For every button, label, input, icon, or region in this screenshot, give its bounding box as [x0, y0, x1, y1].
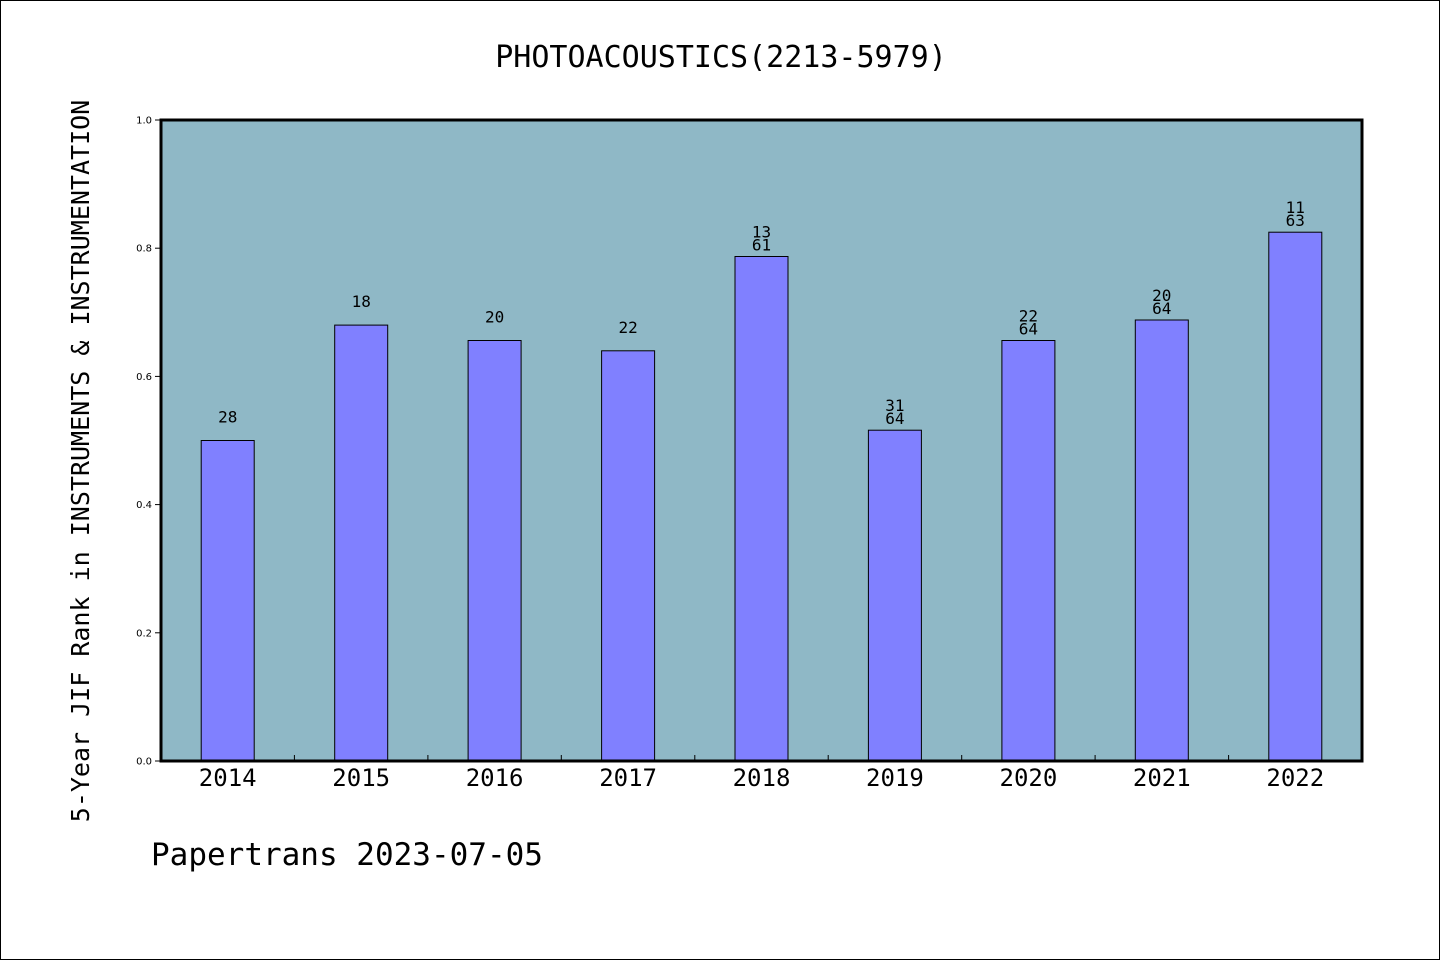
x-tick-label-2014: 2014 — [199, 764, 257, 792]
y-tick-label-0.8: 0.8 — [136, 244, 152, 255]
bar-label-2014-1: 28 — [218, 408, 237, 427]
footer-text: Papertrans 2023-07-05 — [151, 837, 543, 873]
bar-label-2019-1: 31 — [885, 396, 904, 415]
bars-group — [200, 231, 1323, 762]
x-tick-label-2019: 2019 — [866, 764, 924, 792]
x-tick-label-2015: 2015 — [332, 764, 390, 792]
bar-label-2022-1: 11 — [1286, 198, 1305, 217]
x-tick-label-2020: 2020 — [1000, 764, 1058, 792]
bar-2018 — [734, 256, 789, 762]
plot-frame — [159, 118, 1364, 763]
bar-2014 — [200, 440, 255, 762]
chart-title: PHOTOACOUSTICS(2213-5979) — [495, 40, 947, 75]
bar-2021 — [1134, 319, 1189, 762]
bar-label-2020-2: 64 — [1019, 320, 1038, 339]
bar-2022 — [1268, 231, 1323, 762]
bar-2017 — [601, 350, 656, 762]
bar-2015 — [334, 324, 389, 762]
y-tick-label-0.0: 0.0 — [136, 757, 152, 768]
x-tick-label-2021: 2021 — [1133, 764, 1191, 792]
bar-label-2016-1: 20 — [485, 308, 504, 327]
y-tick-label-0.6: 0.6 — [136, 372, 152, 383]
y-tick-label-0.4: 0.4 — [136, 500, 152, 511]
bar-label-2021-1: 20 — [1152, 286, 1171, 305]
y-axis-ticks: 0.0 0.2 0.4 0.6 0.8 1.0 — [136, 116, 161, 768]
y-axis-label: 5-Year JIF Rank in INSTRUMENTS & INSTRUM… — [66, 100, 95, 822]
x-tick-label-2022: 2022 — [1266, 764, 1324, 792]
bar-2019 — [867, 429, 922, 762]
x-axis-ticks: 2014 2015 2016 2017 2018 2019 2020 2021 2022 — [199, 755, 1324, 792]
bar-label-2018-1: 13 — [752, 223, 771, 242]
bar-label-2020-1: 22 — [1019, 307, 1038, 326]
bar-label-2018-2: 61 — [752, 236, 771, 255]
x-tick-label-2016: 2016 — [466, 764, 524, 792]
bar-label-2022-2: 63 — [1286, 211, 1305, 230]
x-tick-label-2018: 2018 — [733, 764, 791, 792]
bar-2020 — [1001, 340, 1056, 762]
bar-label-2019-2: 64 — [885, 409, 904, 428]
x-tick-label-2017: 2017 — [599, 764, 657, 792]
y-tick-label-0.2: 0.2 — [136, 628, 152, 639]
y-tick-label-1.0: 1.0 — [136, 116, 152, 127]
bar-label-2015-1: 18 — [352, 292, 371, 311]
bar-label-2017-1: 22 — [618, 318, 637, 337]
bar-2016 — [467, 340, 522, 762]
bar-label-2021-2: 64 — [1152, 299, 1171, 318]
